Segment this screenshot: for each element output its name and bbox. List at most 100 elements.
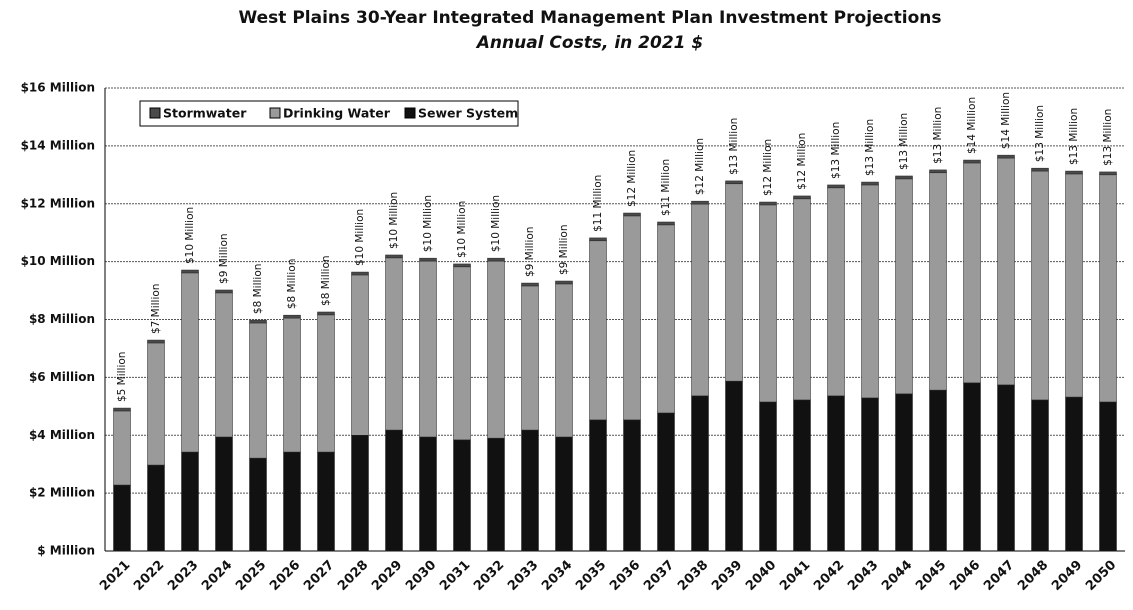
bar-segment <box>759 401 777 552</box>
bar-segment <box>215 436 233 552</box>
bar-segment <box>861 184 879 399</box>
bar-segment <box>725 183 743 382</box>
x-tick-label: 2025 <box>233 558 269 594</box>
bar-segment <box>453 439 471 552</box>
bar-segment <box>453 266 471 441</box>
x-tick-label: 2035 <box>573 558 609 594</box>
bar-segment <box>215 289 233 294</box>
bar-segment <box>487 257 505 262</box>
bar-segment <box>725 380 743 552</box>
x-tick-label: 2049 <box>1049 558 1085 594</box>
legend-label: Sewer System <box>418 106 518 121</box>
total-label: $10 Million <box>422 195 434 252</box>
bar-segment <box>351 274 369 436</box>
total-label: $5 Million <box>116 352 128 403</box>
x-tick-label: 2023 <box>165 558 201 594</box>
total-label: $14 Million <box>966 97 978 154</box>
x-tick-label: 2026 <box>267 558 303 594</box>
bar-segment <box>793 195 811 200</box>
bar-segment <box>249 319 267 324</box>
bar-segment <box>181 269 199 274</box>
bar-segment <box>113 484 131 552</box>
bar-segment <box>963 382 981 552</box>
x-tick-label: 2046 <box>947 558 983 594</box>
x-tick-label: 2040 <box>743 558 779 594</box>
legend-swatch <box>149 107 161 119</box>
x-tick-label: 2045 <box>913 558 949 594</box>
bar-segment <box>623 215 641 421</box>
total-label: $13 Million <box>898 113 910 170</box>
bar-segment <box>487 260 505 439</box>
bar-segment <box>317 314 335 453</box>
x-tick-label: 2038 <box>675 558 711 594</box>
bar-segment <box>555 436 573 552</box>
bar-segment <box>793 399 811 552</box>
bar-segment <box>1099 171 1117 176</box>
total-label: $9 Million <box>558 224 570 275</box>
legend-swatch <box>269 107 281 119</box>
bar-segment <box>589 419 607 552</box>
total-label: $9 Million <box>524 227 536 278</box>
bar-segment <box>419 436 437 552</box>
total-label: $12 Million <box>796 133 808 190</box>
bar-segment <box>589 240 607 421</box>
bar-segment <box>895 178 913 395</box>
bar-segment <box>555 280 573 285</box>
y-tick-label: $10 Million <box>21 254 95 268</box>
bar-segment <box>827 187 845 397</box>
total-label: $13 Million <box>728 118 740 175</box>
y-tick-label: $6 Million <box>29 370 95 384</box>
x-tick-label: 2041 <box>777 558 813 594</box>
bar-segment <box>657 221 675 226</box>
total-label: $11 Million <box>660 159 672 216</box>
bar-segment <box>147 464 165 552</box>
bar-segment <box>759 201 777 206</box>
total-label: $10 Million <box>354 209 366 266</box>
total-label: $13 Million <box>864 119 876 176</box>
bar-segment <box>385 254 403 259</box>
total-label: $9 Million <box>218 233 230 284</box>
total-label: $14 Million <box>1000 92 1012 149</box>
bar-segment <box>827 184 845 189</box>
y-tick-label: $14 Million <box>21 138 95 152</box>
x-tick-label: 2044 <box>879 558 915 594</box>
bar-segment <box>283 317 301 453</box>
x-tick-label: 2022 <box>131 558 167 594</box>
legend-box <box>139 100 519 127</box>
bar-segment <box>1099 401 1117 552</box>
bar-segment <box>997 157 1015 386</box>
x-tick-label: 2021 <box>97 558 133 594</box>
x-tick-label: 2031 <box>437 558 473 594</box>
bar-segment <box>419 260 437 438</box>
bar-segment <box>691 200 709 205</box>
bar-segment <box>215 292 233 438</box>
bar-segment <box>1031 167 1049 172</box>
x-tick-label: 2037 <box>641 558 677 594</box>
x-tick-label: 2030 <box>403 558 439 594</box>
total-label: $10 Million <box>184 207 196 264</box>
total-label: $13 Million <box>830 122 842 179</box>
bar-segment <box>759 204 777 403</box>
x-tick-label: 2043 <box>845 558 881 594</box>
total-label: $12 Million <box>762 139 774 196</box>
bar-segment <box>249 457 267 552</box>
bar-segment <box>555 283 573 438</box>
bar-segment <box>521 285 539 431</box>
bar-segment <box>385 257 403 431</box>
x-tick-label: 2032 <box>471 558 507 594</box>
bar-segment <box>589 237 607 242</box>
x-tick-label: 2024 <box>199 558 235 594</box>
bar-segment <box>487 437 505 552</box>
y-tick-label: $8 Million <box>29 312 95 326</box>
legend-swatch <box>404 107 416 119</box>
total-label: $13 Million <box>1034 105 1046 162</box>
y-tick-label: $16 Million <box>21 81 95 95</box>
bar-segment <box>963 162 981 384</box>
total-label: $12 Million <box>694 138 706 195</box>
total-label: $8 Million <box>252 264 264 315</box>
bar-segment <box>623 419 641 552</box>
y-tick-label: $12 Million <box>21 196 95 210</box>
chart-subtitle: Annual Costs, in 2021 $ <box>475 33 704 53</box>
bar-segment <box>351 435 369 552</box>
bar-segment <box>521 282 539 287</box>
